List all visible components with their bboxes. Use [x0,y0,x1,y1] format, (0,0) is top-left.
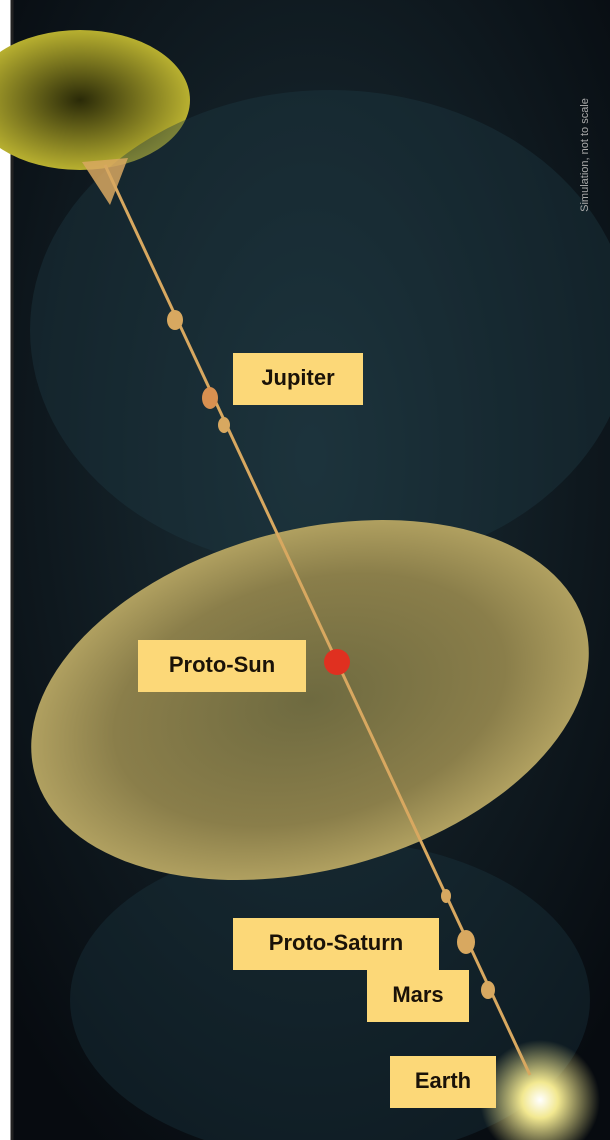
body [457,930,475,954]
body [202,387,218,409]
label-box [233,918,439,970]
body [218,417,230,433]
planet [0,30,190,170]
body [481,981,495,999]
label-box [233,353,363,405]
label: Proto-Sun [169,652,275,677]
label-box [390,1056,496,1108]
label-box [367,970,469,1022]
sun-glow [480,1040,600,1140]
cone [82,158,128,205]
note: Simulation, not to scale [579,98,591,212]
label: Earth [415,1068,471,1093]
label: Mars [392,982,443,1007]
label: Proto-Saturn [269,930,403,955]
label-box [138,640,306,692]
proto-sun [324,649,350,675]
body [167,310,183,330]
label: Jupiter [261,365,335,390]
protoplanetary-disk [31,519,589,881]
nebula [30,90,610,570]
body [441,889,451,903]
